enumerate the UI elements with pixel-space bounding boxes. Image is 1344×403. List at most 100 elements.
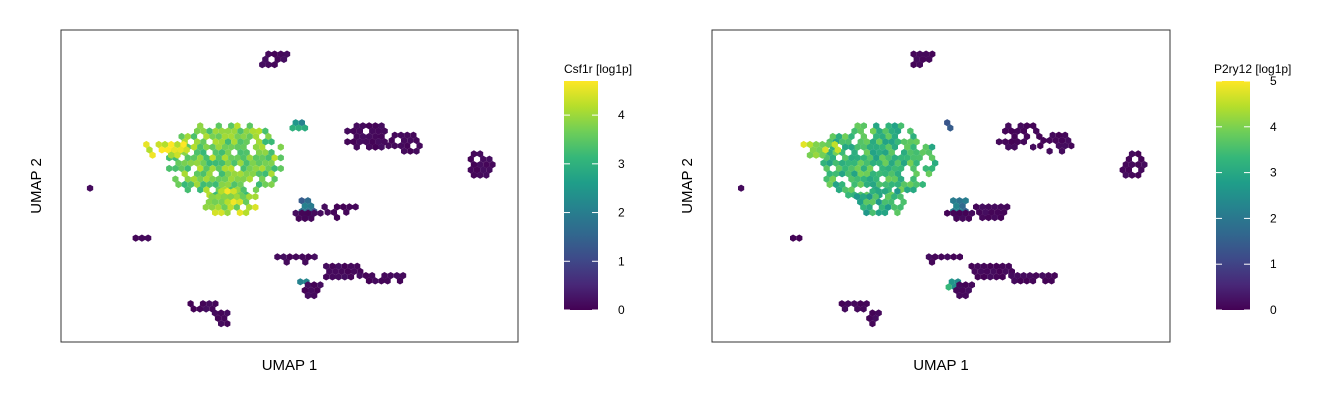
hexbin	[1141, 161, 1148, 169]
hexbin	[1039, 272, 1046, 280]
hexbin	[922, 50, 930, 58]
hexbin	[953, 286, 960, 294]
hexbin	[842, 186, 849, 194]
hexbin	[283, 50, 291, 58]
hexbin	[203, 175, 210, 183]
hexbin	[190, 305, 197, 313]
hexbin	[1008, 138, 1015, 146]
hexbin	[857, 159, 864, 167]
hexbin	[999, 273, 1006, 281]
hexbin	[913, 170, 920, 178]
hexbin	[292, 119, 299, 127]
hexbin	[168, 151, 175, 159]
hexbin	[738, 184, 745, 192]
hexbin	[259, 154, 266, 162]
hexbin	[894, 187, 901, 195]
hexbin	[362, 272, 369, 280]
hexbin	[854, 164, 861, 173]
hexbin	[218, 209, 225, 217]
hexbin	[885, 164, 892, 173]
hexbin	[271, 61, 278, 69]
hexbin	[826, 180, 833, 189]
hexbin	[842, 154, 849, 162]
hexbin	[289, 124, 296, 132]
hexbin	[944, 119, 951, 127]
hexbin	[231, 159, 238, 167]
hexbin	[870, 170, 877, 178]
hexbin	[407, 136, 414, 145]
hexbin	[839, 138, 846, 146]
hexbin	[352, 203, 359, 211]
hexbin	[305, 209, 312, 217]
hexbin	[200, 170, 207, 178]
hexbin	[823, 164, 830, 173]
hexbin	[872, 193, 879, 201]
hexbin	[401, 147, 408, 155]
hexbin	[1065, 136, 1072, 145]
hexbin	[212, 180, 219, 189]
hexbin	[965, 214, 972, 223]
hexbin	[243, 127, 250, 135]
hexbin	[200, 148, 207, 157]
hexbin	[1058, 136, 1066, 145]
hexbin	[347, 273, 355, 281]
hexbin	[866, 203, 873, 211]
hexbin	[1002, 127, 1009, 135]
hexbin	[197, 164, 204, 173]
hexbin	[341, 262, 348, 270]
hexbin	[197, 122, 204, 130]
hexbin	[240, 175, 247, 183]
hexbin	[956, 281, 963, 289]
hexbin	[901, 138, 908, 146]
hexbin	[335, 262, 342, 270]
hexbin	[391, 131, 398, 139]
hexbin	[256, 127, 263, 135]
hexbin	[876, 138, 883, 146]
hexbin	[826, 159, 833, 167]
hexbin	[979, 203, 986, 211]
hexbin	[378, 122, 385, 130]
hexbin	[259, 175, 266, 183]
hexbin	[826, 170, 833, 178]
hexbin	[280, 253, 287, 261]
hexbin	[860, 132, 867, 141]
hexbin	[243, 148, 250, 157]
hexbin	[271, 154, 278, 162]
hexbin	[845, 170, 852, 178]
hexbin	[1005, 143, 1012, 151]
hexbin	[158, 146, 165, 154]
hexbin	[822, 146, 829, 154]
hexbin	[224, 309, 231, 317]
hexbin	[209, 143, 216, 151]
hexbin	[228, 143, 235, 151]
hexbin	[413, 147, 420, 155]
hexbin	[206, 300, 213, 308]
hexbin	[286, 253, 293, 261]
hexbin	[477, 150, 484, 158]
hexbin	[882, 138, 889, 146]
hexbin	[143, 140, 150, 149]
hexbin	[907, 180, 914, 189]
hexbin	[851, 148, 858, 157]
hexbin	[885, 132, 892, 141]
hexbin	[283, 258, 290, 266]
hexbin	[256, 138, 263, 146]
hexbin	[365, 277, 373, 285]
hexbin	[1062, 142, 1069, 150]
hexbin	[857, 170, 864, 178]
hexbin	[237, 127, 244, 135]
hexbin	[876, 180, 883, 189]
hexbin	[994, 208, 1001, 216]
hexbin	[215, 154, 222, 162]
hexbin	[292, 253, 300, 261]
hexbin	[869, 320, 876, 328]
hexbin	[888, 138, 895, 146]
hexbin	[1049, 131, 1056, 139]
hexbin	[904, 143, 911, 151]
hexbin	[950, 253, 957, 261]
hexbin	[922, 164, 929, 173]
hexbin	[882, 180, 889, 189]
hexbin	[1119, 166, 1126, 174]
hexbin	[845, 191, 852, 199]
hexbin	[835, 132, 843, 141]
